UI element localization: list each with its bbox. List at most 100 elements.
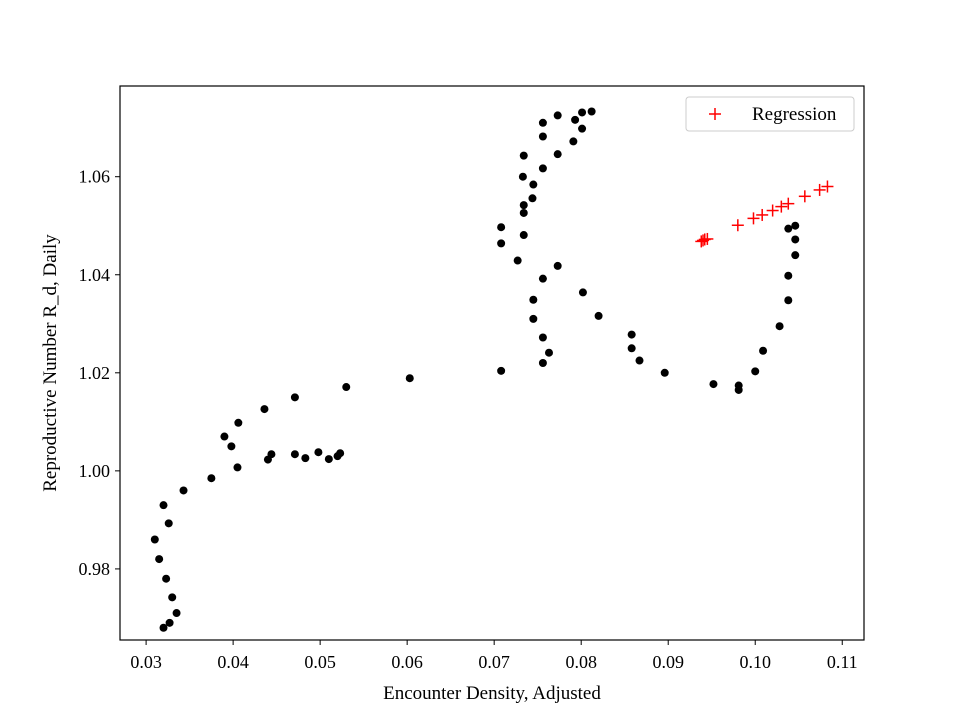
regression-point [701, 232, 714, 245]
data-point [784, 296, 793, 305]
data-point [162, 574, 171, 583]
data-point [342, 383, 351, 392]
data-point [578, 108, 587, 117]
y-axis-ticks: 0.98 1.00 1.02 1.04 1.06 [79, 167, 120, 579]
data-point [569, 137, 578, 146]
data-point [775, 322, 784, 331]
data-point [594, 311, 603, 320]
data-point [172, 609, 181, 618]
data-point [538, 359, 547, 367]
data-point [164, 519, 173, 528]
data-point [544, 348, 553, 357]
regression-point [782, 197, 795, 210]
data-point [784, 224, 793, 233]
data-point [159, 501, 168, 510]
data-point [234, 418, 243, 427]
legend-box [685, 96, 855, 132]
regression-point [775, 200, 788, 213]
data-point [734, 381, 743, 390]
data-point [519, 231, 528, 240]
data-point [578, 288, 587, 297]
data-point [165, 618, 174, 627]
data-point [571, 115, 580, 124]
data-point [513, 256, 522, 265]
data-point [168, 593, 177, 602]
data-point [519, 208, 528, 217]
y-axis-label: Reproductive Number R_d, Daily [40, 234, 61, 492]
data-point [519, 151, 528, 160]
data-point [538, 333, 547, 342]
x-axis-ticks: 0.03 0.04 0.05 0.06 0.07 0.08 0.09 0.10 0.11 [130, 640, 858, 672]
data-point [233, 463, 242, 472]
y-tick-label: 1.04 [79, 265, 111, 285]
x-tick-label: 0.06 [391, 652, 423, 672]
data-point [529, 314, 538, 323]
data-point [553, 111, 562, 120]
regression-point [766, 204, 779, 217]
legend-plus-icon [709, 108, 721, 120]
x-tick-label: 0.04 [217, 652, 249, 672]
data-point [538, 164, 547, 173]
data-point [528, 194, 537, 203]
data-point [324, 455, 333, 464]
y-tick-label: 1.00 [79, 461, 111, 481]
data-point [301, 454, 310, 463]
regression-point [747, 212, 760, 225]
data-point [660, 368, 669, 377]
data-point [179, 486, 188, 495]
regression-point [756, 208, 769, 221]
data-point [227, 442, 236, 451]
data-point [759, 346, 768, 355]
data-point [529, 180, 538, 189]
regression-point [821, 180, 834, 193]
data-point [627, 344, 636, 353]
data-points [150, 107, 834, 632]
legend-label-regression: Regression [752, 104, 837, 125]
data-point [159, 623, 168, 632]
data-point [155, 555, 164, 564]
data-point [538, 118, 547, 127]
data-point [553, 150, 562, 159]
data-point [791, 221, 800, 230]
y-tick-label: 1.02 [79, 363, 111, 383]
data-point [538, 132, 547, 141]
legend: Regression [685, 96, 855, 132]
data-point [635, 356, 644, 365]
data-point [497, 239, 506, 248]
regression-point [813, 183, 826, 196]
plot-frame [119, 85, 865, 641]
data-point [519, 201, 528, 210]
data-point [627, 330, 636, 339]
legend-marker-regression [709, 108, 721, 120]
x-tick-label: 0.09 [652, 652, 684, 672]
data-point [791, 235, 800, 244]
data-point [709, 380, 718, 389]
plot-area [120, 86, 864, 640]
data-point [220, 432, 229, 441]
data-point [553, 261, 562, 270]
data-point [150, 535, 159, 544]
data-point [529, 295, 538, 304]
data-point [267, 450, 276, 459]
data-point [497, 366, 506, 375]
data-point [751, 367, 760, 376]
y-tick-label: 1.06 [79, 167, 111, 187]
x-tick-label: 0.11 [827, 652, 858, 672]
regression-point [798, 190, 811, 203]
data-point [260, 405, 269, 414]
x-tick-label: 0.08 [565, 652, 597, 672]
data-point [518, 172, 527, 181]
data-point [290, 393, 299, 402]
data-point [336, 449, 345, 458]
x-tick-label: 0.10 [739, 652, 771, 672]
y-tick-label: 0.98 [79, 559, 111, 579]
data-point [587, 107, 596, 116]
data-point [538, 274, 547, 283]
regression-point [731, 219, 744, 232]
data-point [314, 448, 323, 457]
x-axis-label: Encounter Density, Adjusted [383, 683, 601, 704]
data-point [497, 223, 506, 232]
data-point [290, 450, 299, 459]
data-point [578, 124, 587, 133]
